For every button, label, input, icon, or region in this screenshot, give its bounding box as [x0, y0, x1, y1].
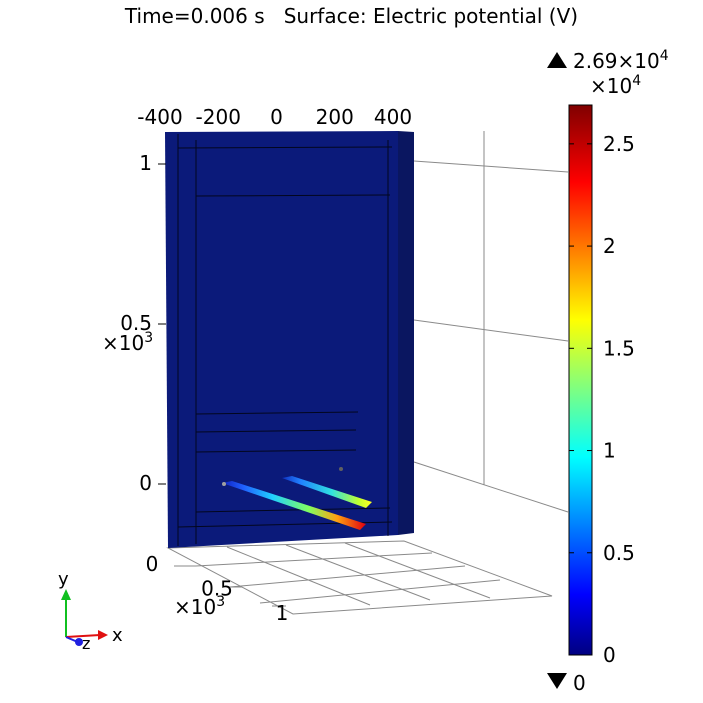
electrode-strip-lower — [222, 481, 366, 530]
y-tick-label: 0 — [139, 471, 152, 495]
y-axis-scale: ×103 — [102, 330, 153, 355]
z-axis-ticks: 00.51 — [146, 552, 289, 625]
z-tick-label: 1 — [276, 601, 289, 625]
colorbar-bar — [568, 104, 593, 656]
grid-line — [285, 544, 431, 601]
grid-line — [344, 542, 491, 599]
colorbar-max-label: 2.69×104 — [573, 48, 669, 73]
triad-y-label: y — [58, 569, 69, 590]
grid-line — [413, 319, 569, 342]
surface-slab — [165, 131, 414, 548]
z-axis-scale: ×103 — [174, 594, 225, 619]
triad-x-line — [65, 634, 101, 638]
triad-x-label: x — [112, 625, 123, 646]
grid-line — [413, 160, 569, 173]
x-tick-label: 400 — [374, 105, 412, 129]
colorbar: 0 0.5 1 1.5 2 2.5 2.69×104 ×104 0 — [547, 48, 669, 695]
mesh-edges — [177, 134, 393, 546]
x-tick-label: 0 — [270, 105, 283, 129]
grid-line — [195, 552, 433, 567]
triad-y-arrow-icon — [61, 589, 71, 600]
y-tick-label: 0.5 — [120, 311, 152, 335]
electrode-strip-upper — [282, 476, 372, 508]
colorbar-min-label: 0 — [573, 671, 586, 695]
grid-line — [229, 565, 466, 588]
colorbar-tick-label: 1.5 — [603, 336, 635, 360]
floor-grid — [166, 540, 553, 615]
surface-face — [165, 131, 398, 548]
grid-line — [259, 579, 501, 604]
grid-line — [226, 546, 371, 606]
x-axis-ticks: -400 -200 0 200 400 — [137, 105, 412, 129]
min-triangle-icon — [547, 673, 567, 689]
plot-title: Time=0.006 s Surface: Electric potential… — [124, 4, 579, 28]
colorbar-tick-label: 0.5 — [603, 541, 635, 565]
colorbar-tick-label: 0 — [603, 643, 616, 667]
x-tick-label: 200 — [316, 105, 354, 129]
y-axis-ticks: 00.51 — [120, 151, 166, 495]
colorbar-scale: ×104 — [590, 73, 641, 98]
colorbar-tick-label: 2.5 — [603, 132, 635, 156]
triad-x-arrow-icon — [98, 630, 108, 640]
colorbar-tick-label: 1 — [603, 439, 616, 463]
x-tick-label: -200 — [196, 105, 241, 129]
electrode-tip — [222, 482, 226, 486]
back-grid — [413, 131, 569, 513]
surface-edge — [398, 131, 414, 535]
colorbar-ticks: 0 0.5 1 1.5 2 2.5 — [569, 132, 635, 667]
grid-line — [413, 461, 569, 513]
floor-outline — [166, 540, 553, 615]
z-tick-label: 0 — [146, 552, 159, 576]
triad-z-label: z — [82, 634, 90, 653]
colorbar-tick-label: 2 — [603, 234, 616, 258]
max-triangle-icon — [547, 52, 567, 68]
triad-z-dot-icon — [75, 638, 83, 646]
x-tick-label: -400 — [137, 105, 182, 129]
y-tick-label: 1 — [139, 151, 152, 175]
z-tick-label: 0.5 — [201, 577, 233, 601]
axis-triad: y x z — [58, 569, 123, 653]
electrode-tip — [339, 467, 343, 471]
